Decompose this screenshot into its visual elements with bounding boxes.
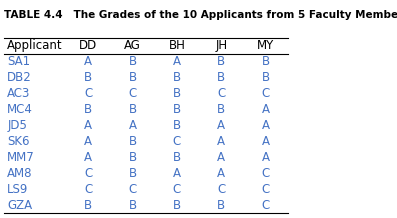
Text: GZA: GZA <box>8 199 33 211</box>
Text: A: A <box>262 103 270 116</box>
Text: C: C <box>262 87 270 100</box>
Text: A: A <box>173 167 181 180</box>
Text: B: B <box>217 103 225 116</box>
Text: C: C <box>262 199 270 211</box>
Text: B: B <box>84 103 92 116</box>
Text: B: B <box>128 151 137 164</box>
Text: B: B <box>217 71 225 84</box>
Text: B: B <box>128 71 137 84</box>
Text: AG: AG <box>124 39 141 53</box>
Text: B: B <box>262 55 270 68</box>
Text: AM8: AM8 <box>8 167 33 180</box>
Text: A: A <box>129 119 137 132</box>
Text: JD5: JD5 <box>8 119 27 132</box>
Text: DD: DD <box>79 39 97 53</box>
Text: B: B <box>128 55 137 68</box>
Text: B: B <box>173 199 181 211</box>
Text: C: C <box>128 87 137 100</box>
Text: MY: MY <box>257 39 274 53</box>
Text: B: B <box>128 167 137 180</box>
Text: B: B <box>173 103 181 116</box>
Text: B: B <box>84 199 92 211</box>
Text: A: A <box>84 151 92 164</box>
Text: B: B <box>128 199 137 211</box>
Text: A: A <box>262 119 270 132</box>
Text: A: A <box>84 135 92 148</box>
Text: C: C <box>173 135 181 148</box>
Text: C: C <box>217 87 225 100</box>
Text: C: C <box>84 87 92 100</box>
Text: B: B <box>173 151 181 164</box>
Text: C: C <box>84 183 92 196</box>
Text: BH: BH <box>168 39 185 53</box>
Text: B: B <box>262 71 270 84</box>
Text: MM7: MM7 <box>8 151 35 164</box>
Text: C: C <box>173 183 181 196</box>
Text: Applicant: Applicant <box>8 39 63 53</box>
Text: A: A <box>217 151 225 164</box>
Text: C: C <box>217 183 225 196</box>
Text: MC4: MC4 <box>8 103 33 116</box>
Text: C: C <box>262 167 270 180</box>
Text: B: B <box>217 199 225 211</box>
Text: AC3: AC3 <box>8 87 31 100</box>
Text: C: C <box>84 167 92 180</box>
Text: C: C <box>262 183 270 196</box>
Text: SA1: SA1 <box>8 55 31 68</box>
Text: A: A <box>84 55 92 68</box>
Text: A: A <box>217 167 225 180</box>
Text: B: B <box>84 71 92 84</box>
Text: A: A <box>217 119 225 132</box>
Text: A: A <box>217 135 225 148</box>
Text: A: A <box>84 119 92 132</box>
Text: A: A <box>173 55 181 68</box>
Text: A: A <box>262 151 270 164</box>
Text: B: B <box>173 87 181 100</box>
Text: B: B <box>173 71 181 84</box>
Text: B: B <box>128 103 137 116</box>
Text: B: B <box>128 135 137 148</box>
Text: SK6: SK6 <box>8 135 30 148</box>
Text: A: A <box>262 135 270 148</box>
Text: JH: JH <box>215 39 227 53</box>
Text: C: C <box>128 183 137 196</box>
Text: TABLE 4.4   The Grades of the 10 Applicants from 5 Faculty Members.: TABLE 4.4 The Grades of the 10 Applicant… <box>4 10 397 20</box>
Text: B: B <box>217 55 225 68</box>
Text: B: B <box>173 119 181 132</box>
Text: DB2: DB2 <box>8 71 32 84</box>
Text: LS9: LS9 <box>8 183 29 196</box>
